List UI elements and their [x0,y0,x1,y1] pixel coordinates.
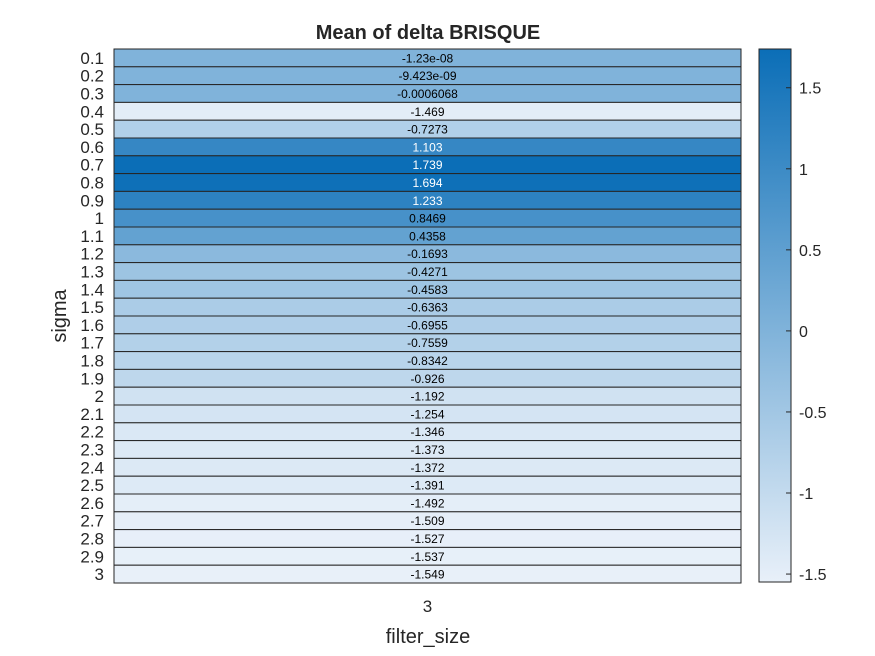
cell-value-label: -1.23e-08 [402,51,454,65]
colorbar-tick-label: -1.5 [799,567,827,584]
cell-value-label: -9.423e-09 [398,69,456,83]
y-tick-label: 0.2 [80,67,104,86]
y-tick-label: 2.7 [80,512,104,531]
cell-value-label: -1.372 [410,461,444,475]
cell-value-label: -1.391 [410,479,444,493]
x-tick-labels: 3 [423,597,432,616]
cell-value-label: -0.7273 [407,123,448,137]
y-tick-label: 2.4 [80,458,104,477]
y-tick-label: 2.8 [80,530,104,549]
y-tick-label: 0.3 [80,85,104,104]
y-tick-label: 0.6 [80,138,104,157]
cell-value-label: -0.8342 [407,354,448,368]
cell-value-label: -1.537 [410,550,444,564]
colorbar-tick-label: 1.5 [799,81,821,98]
colorbar-tick-label: 0.5 [799,243,821,260]
cell-value-label: -0.0006068 [397,87,458,101]
cell-value-label: -0.6363 [407,301,448,315]
cell-value-label: 1.694 [412,176,442,190]
cell-value-label: 0.8469 [409,212,446,226]
y-tick-label: 1.8 [80,352,104,371]
x-tick-label: 3 [423,597,432,616]
colorbar: -1.5 -1 -0.5 0 0.5 1 1.5 [758,48,827,584]
y-tick-label: 0.1 [80,49,104,68]
cell-value-label: -1.527 [410,532,444,546]
cell-value-label: -1.192 [410,390,444,404]
colorbar-tick-label: 1 [799,162,808,179]
y-tick-label: 1.3 [80,263,104,282]
cell-value-label: 0.4358 [409,229,446,243]
cell-value-label: -0.7559 [407,336,448,350]
cell-value-label: -1.469 [410,105,444,119]
chart-title: Mean of delta BRISQUE [316,22,540,44]
y-tick-label: 2.9 [80,547,104,566]
cell-value-label: -1.254 [410,407,444,421]
y-tick-label: 1.1 [80,227,104,246]
y-tick-label: 2 [95,387,104,406]
x-axis-label: filter_size [386,626,470,648]
cell-value-label: -1.549 [410,568,444,582]
y-tick-label: 2.2 [80,423,104,442]
cell-value-label: -0.4583 [407,283,448,297]
y-tick-label: 2.1 [80,405,104,424]
cell-value-label: -0.926 [410,372,444,386]
cell-value-label: -1.373 [410,443,444,457]
colorbar-tick-label: -0.5 [799,405,827,422]
cell-value-label: -1.346 [410,425,444,439]
y-tick-label: 1.6 [80,316,104,335]
y-tick-label: 2.6 [80,494,104,513]
y-tick-label: 1.9 [80,369,104,388]
heatmap-cell [113,564,742,584]
cell-value-label: -0.4271 [407,265,448,279]
colorbar-tick-label: 0 [799,324,808,341]
y-tick-label: 1.4 [80,280,104,299]
colorbar-tick-label: -1 [799,486,813,503]
cell-value-label: -0.1693 [407,247,448,261]
y-tick-label: 1.7 [80,334,104,353]
y-tick-label: 3 [95,565,104,584]
y-tick-label: 0.8 [80,174,104,193]
y-tick-labels: 0.10.20.30.40.50.60.70.80.911.11.21.31.4… [80,49,104,584]
y-tick-label: 0.9 [80,191,104,210]
cell-value-label: 1.103 [412,140,442,154]
y-tick-label: 1.5 [80,298,104,317]
heatmap-cells: -1.23e-08 -9.423e-09 -0.0006068 -1.469 -0.72… [113,48,742,584]
cell-value-label: -1.509 [410,514,444,528]
y-tick-label: 0.7 [80,156,104,175]
y-tick-label: 2.5 [80,476,104,495]
cell-value-label: 1.739 [412,158,442,172]
cell-value-label: -1.492 [410,496,444,510]
y-tick-label: 1.2 [80,245,104,264]
y-axis-label: sigma [49,288,71,342]
cell-value-label: -0.6955 [407,318,448,332]
cell-value-label: 1.233 [412,194,442,208]
y-tick-label: 0.4 [80,102,104,121]
y-tick-label: 0.5 [80,120,104,139]
y-tick-label: 2.3 [80,441,104,460]
y-tick-label: 1 [95,209,104,228]
colorbar-gradient [758,48,792,583]
